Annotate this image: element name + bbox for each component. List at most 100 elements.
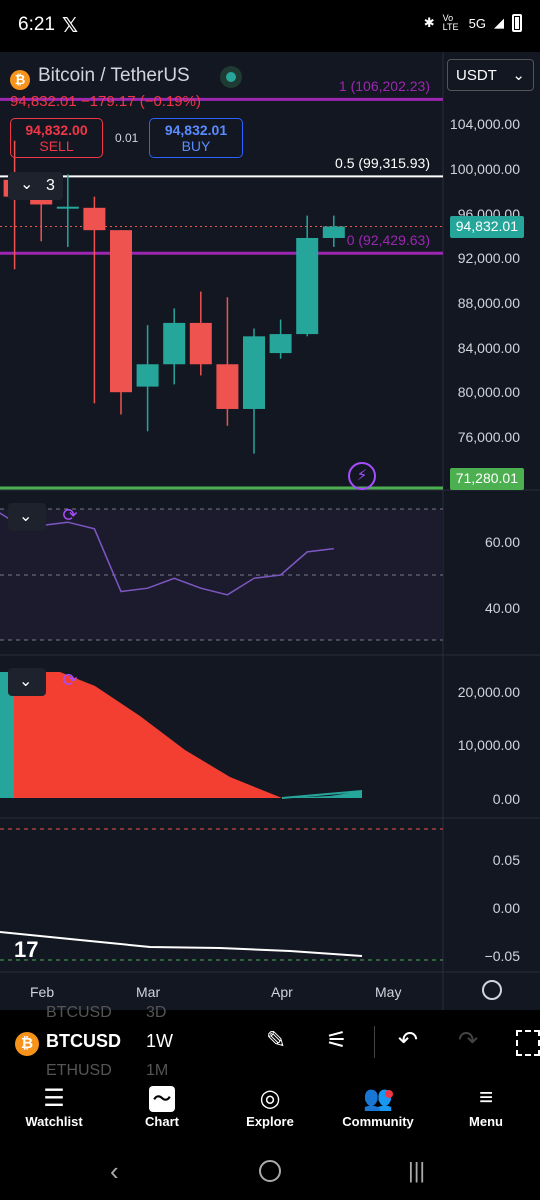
price-axis-label: 88,000.00 <box>458 295 520 311</box>
signal-icon: ◢ <box>494 15 504 31</box>
chart-icon: 〜 <box>112 1084 212 1114</box>
tab-explore[interactable]: ◎ Explore <box>220 1084 320 1129</box>
status-bar: 6:21 𝕏 ✱ Vo LTE 5G ◢ <box>0 0 540 52</box>
tab-chart[interactable]: 〜 Chart <box>112 1084 212 1129</box>
chart-settings-gear-icon[interactable] <box>482 980 502 1000</box>
indicators-count: 3 <box>46 177 55 195</box>
time-axis-label: Feb <box>30 984 54 1000</box>
timeframe-above: 3D <box>146 1004 166 1022</box>
tab-label: Menu <box>469 1114 503 1129</box>
notification-dot <box>385 1090 393 1098</box>
candle-body <box>296 238 318 334</box>
time-axis-label: May <box>375 984 401 1000</box>
candle-body <box>270 334 292 353</box>
bottom-tab-bar: ☰ Watchlist 〜 Chart ◎ Explore 👥 Communit… <box>0 1076 540 1144</box>
tab-community[interactable]: 👥 Community <box>328 1084 428 1129</box>
tab-label: Community <box>342 1114 414 1129</box>
refresh-icon[interactable]: ⟳ <box>58 505 82 529</box>
fib-level-1-label: 1 (106,202.23) <box>339 78 430 94</box>
market-open-icon <box>220 66 242 88</box>
price-axis-label: 84,000.00 <box>458 340 520 356</box>
rsi-pane-toggle-button[interactable]: ⌄ <box>8 503 46 531</box>
chevron-down-icon: ⌄ <box>19 671 32 691</box>
buy-label: BUY <box>150 138 242 154</box>
candle-body <box>163 323 185 364</box>
bitcoin-logo-icon: ₿ <box>10 70 30 90</box>
indicators-sliders-icon[interactable]: ⚟ <box>326 1026 348 1055</box>
chart-area[interactable]: ₿ Bitcoin / TetherUS USDT ⌄ 94,832.01 −1… <box>0 52 540 1010</box>
sell-button[interactable]: 94,832.00 SELL <box>10 118 103 158</box>
tab-menu[interactable]: ≡ Menu <box>436 1084 536 1129</box>
rsi-axis-label: 40.00 <box>485 600 520 616</box>
back-icon[interactable]: ‹ <box>110 1156 119 1187</box>
symbol-picker[interactable]: BTCUSD <box>46 1031 121 1052</box>
chevron-down-icon: ⌄ <box>19 506 32 526</box>
macd-axis-label: 0.00 <box>493 791 520 807</box>
tab-label: Watchlist <box>25 1114 82 1129</box>
fib-level-05-label: 0.5 (99,315.93) <box>335 155 430 171</box>
tab-label: Explore <box>246 1114 294 1129</box>
candle-body <box>110 230 132 392</box>
undo-icon[interactable]: ↶ <box>398 1026 418 1055</box>
low-price-tag: 71,280.01 <box>450 468 524 490</box>
osc-axis-label: −0.05 <box>485 948 520 964</box>
tab-watchlist[interactable]: ☰ Watchlist <box>4 1084 104 1129</box>
candle-body <box>137 364 159 386</box>
price-axis-label: 92,000.00 <box>458 250 520 266</box>
current-price-tag: 94,832.01 <box>450 216 524 238</box>
time-axis-label: Apr <box>271 984 293 1000</box>
sell-label: SELL <box>11 138 102 154</box>
chart-canvas[interactable] <box>0 52 540 1010</box>
candle-body <box>323 226 345 238</box>
fullscreen-icon[interactable] <box>516 1030 540 1056</box>
macd-axis-label: 20,000.00 <box>458 684 520 700</box>
fib-level-0-label: 0 (92,429.63) <box>347 232 430 248</box>
macd-pane-toggle-button[interactable]: ⌄ <box>8 668 46 696</box>
chevron-down-icon: ⌄ <box>512 66 525 84</box>
volte-icon: Vo LTE <box>443 14 461 32</box>
macd-axis-label: 10,000.00 <box>458 737 520 753</box>
tab-label: Chart <box>145 1114 179 1129</box>
refresh-icon[interactable]: ⟳ <box>58 670 82 694</box>
network-label: 5G <box>469 16 486 31</box>
status-icons: ✱ Vo LTE 5G ◢ <box>424 14 522 32</box>
time-axis-label: Mar <box>136 984 160 1000</box>
candle-body <box>216 364 238 409</box>
indicators-toggle-button[interactable]: ⌄ 3 <box>8 172 63 200</box>
symbol-title[interactable]: Bitcoin / TetherUS <box>38 65 190 87</box>
bluetooth-icon: ✱ <box>424 15 435 31</box>
osc-axis-label: 0.05 <box>493 852 520 868</box>
redo-icon[interactable]: ↷ <box>458 1026 478 1055</box>
recents-icon[interactable]: ||| <box>408 1158 425 1184</box>
rsi-axis-label: 60.00 <box>485 534 520 550</box>
bitcoin-logo-icon: ₿ <box>15 1032 39 1056</box>
oscillator-line <box>0 932 362 956</box>
lightning-alert-icon[interactable]: ⚡ <box>348 462 376 490</box>
chevron-down-icon: ⌄ <box>20 174 33 194</box>
symbol-toolbar: BTCUSD 3D ETHUSD 1M ₿ BTCUSD 1W ✎ ⚟ ↶ ↷ <box>0 1010 540 1076</box>
candle-body <box>190 323 212 364</box>
community-icon: 👥 <box>328 1084 428 1114</box>
pencil-draw-icon[interactable]: ✎ <box>266 1026 286 1055</box>
status-time: 6:21 <box>18 14 55 36</box>
price-axis-label: 76,000.00 <box>458 429 520 445</box>
price-axis-label: 100,000.00 <box>450 161 520 177</box>
grid-lines <box>0 52 540 1010</box>
oscillator-pane <box>0 932 362 956</box>
buy-button[interactable]: 94,832.01 BUY <box>149 118 243 158</box>
currency-label: USDT <box>456 67 497 84</box>
macd-pane <box>0 672 362 798</box>
price-change-line: 94,832.01 −179.17 (−0.19%) <box>10 93 201 110</box>
timeframe-picker[interactable]: 1W <box>146 1031 173 1052</box>
menu-icon: ≡ <box>436 1084 536 1114</box>
toolbar-divider <box>374 1026 375 1058</box>
currency-select[interactable]: USDT ⌄ <box>447 59 534 91</box>
price-axis-label: 80,000.00 <box>458 384 520 400</box>
battery-icon <box>512 14 522 32</box>
price-axis-label: 104,000.00 <box>450 116 520 132</box>
tradingview-logo-icon: 17 <box>14 937 38 963</box>
candle-body <box>57 207 79 209</box>
system-nav-bar: ‹ ||| <box>0 1144 540 1200</box>
home-icon[interactable] <box>259 1160 281 1182</box>
watchlist-icon: ☰ <box>4 1084 104 1114</box>
